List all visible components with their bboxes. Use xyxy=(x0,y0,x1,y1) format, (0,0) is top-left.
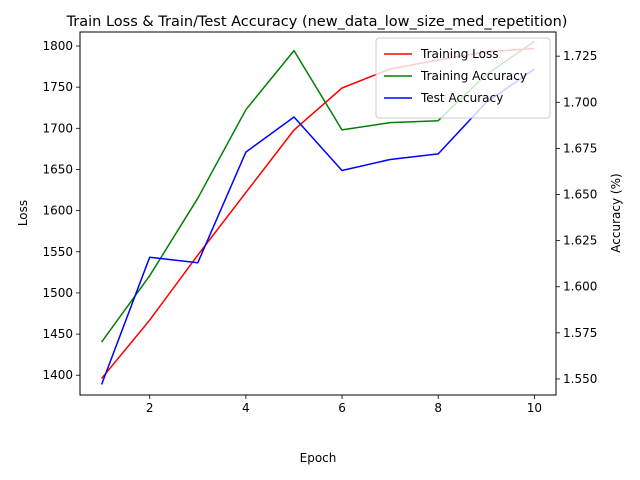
y-left-tick-label: 1600 xyxy=(42,204,73,218)
y-left-tick-label: 1500 xyxy=(42,286,73,300)
legend-label: Test Accuracy xyxy=(420,91,503,105)
y-right-tick-label: 1.725 xyxy=(563,49,597,63)
legend-label: Training Accuracy xyxy=(420,69,527,83)
y-right-tick-label: 1.550 xyxy=(563,372,597,386)
y-right-tick-label: 1.700 xyxy=(563,95,597,109)
x-tick-label: 6 xyxy=(338,401,346,415)
y-axis-right: 1.550 1.575 1.600 1.625 1.650 1.675 1.700 1.725 xyxy=(556,49,597,386)
legend-label: Training Loss xyxy=(420,47,498,61)
y-left-tick-label: 1750 xyxy=(42,80,73,94)
y-left-tick-label: 1450 xyxy=(42,327,73,341)
x-tick-label: 8 xyxy=(434,401,442,415)
y-left-tick-label: 1650 xyxy=(42,162,73,176)
y-right-tick-label: 1.625 xyxy=(563,234,597,248)
x-axis-label: Epoch xyxy=(300,451,337,465)
x-tick-label: 2 xyxy=(146,401,154,415)
x-tick-label: 10 xyxy=(527,401,542,415)
series-line-test-accuracy xyxy=(100,68,535,385)
y-left-tick-label: 1800 xyxy=(42,39,73,53)
plot-frame xyxy=(79,31,557,396)
y-right-tick-label: 1.575 xyxy=(563,326,597,340)
y-right-tick-label: 1.600 xyxy=(563,280,597,294)
y-axis-left: 1400 1450 1500 1550 1600 1650 1700 1750 1800 xyxy=(42,39,80,382)
y-axis-left-label: Loss xyxy=(16,200,30,226)
y-left-tick-label: 1400 xyxy=(42,368,73,382)
y-right-tick-label: 1.650 xyxy=(563,188,597,202)
y-left-tick-label: 1550 xyxy=(42,245,73,259)
chart-title: Train Loss & Train/Test Accuracy (new_da… xyxy=(66,14,568,30)
x-tick-label: 4 xyxy=(242,401,250,415)
x-axis: 2 4 6 8 10 xyxy=(146,395,542,415)
y-right-tick-label: 1.675 xyxy=(563,141,597,155)
legend: Training Loss Training Accuracy Test Accur… xyxy=(375,37,551,119)
y-axis-right-label: Accuracy (%) xyxy=(609,173,623,252)
y-left-tick-label: 1700 xyxy=(42,121,73,135)
legend-box xyxy=(375,37,551,119)
